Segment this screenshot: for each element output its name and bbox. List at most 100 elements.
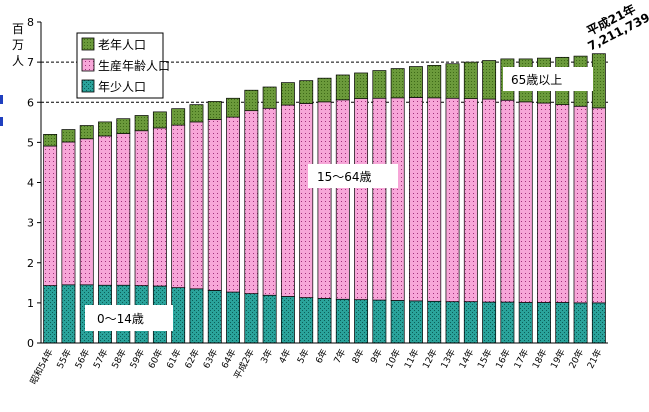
band-label-work: 15～64歳 — [308, 164, 398, 188]
y-tick-label: 8 — [27, 16, 34, 29]
y-axis-title-char: 万 — [12, 38, 24, 52]
x-tick-label: 12年 — [420, 347, 440, 371]
bar-working-age — [555, 104, 570, 303]
bars — [43, 53, 606, 344]
bar-young — [317, 298, 332, 344]
x-tick-label: 7年 — [331, 347, 349, 366]
bar-young — [409, 300, 423, 344]
bar-young — [171, 287, 186, 344]
legend-label-young: 年少人口 — [98, 80, 146, 94]
bar-young — [43, 285, 58, 344]
left-edge-marker — [0, 117, 3, 126]
bar-working-age — [98, 135, 112, 286]
x-tick-label: 3年 — [258, 347, 276, 366]
bar-working-age — [43, 145, 58, 286]
bar-elderly — [79, 125, 94, 140]
bar-elderly — [189, 104, 204, 123]
bar-elderly — [591, 53, 606, 109]
bar-working-age — [390, 97, 405, 301]
bar-working-age — [134, 130, 149, 286]
legend-swatch-work — [81, 58, 95, 72]
y-axis: 0 1 2 3 4 5 6 7 8 — [27, 16, 42, 350]
bar-elderly — [244, 89, 259, 112]
legend: 老年人口 生産年齢人口 年少人口 — [76, 32, 170, 99]
bar-working-age — [116, 133, 131, 286]
bar-elderly — [317, 77, 332, 103]
bar-elderly — [372, 70, 387, 99]
x-tick-label: 10年 — [383, 347, 403, 371]
x-tick-label: 57年 — [90, 347, 110, 371]
bar-elderly — [43, 134, 58, 147]
bar-young — [482, 301, 497, 344]
bar-elderly — [98, 121, 112, 137]
bar-young — [189, 288, 204, 344]
y-axis-title: 百 万 人 — [12, 22, 24, 68]
bar-young — [207, 290, 222, 344]
y-tick-label: 2 — [27, 257, 34, 270]
bar-young — [537, 302, 551, 344]
bar-working-age — [226, 116, 240, 293]
x-tick-label: 13年 — [438, 347, 458, 371]
x-tick-label: 4年 — [276, 347, 294, 366]
bar-elderly — [299, 80, 314, 104]
band-label-old: 65歳以上 — [503, 67, 593, 91]
bar-young — [555, 302, 570, 344]
bar-elderly — [354, 72, 369, 99]
bar-young — [427, 300, 442, 344]
bar-elderly — [134, 115, 149, 132]
bar-working-age — [518, 101, 533, 303]
bar-young — [500, 301, 515, 344]
bar-young — [226, 291, 240, 344]
bar-young — [518, 302, 533, 344]
svg-text:65歳以上: 65歳以上 — [511, 73, 562, 87]
bar-elderly — [116, 118, 131, 134]
legend-swatch-young — [81, 79, 95, 93]
x-tick-label: 21年 — [584, 347, 604, 371]
y-tick-label: 0 — [27, 337, 34, 350]
bar-elderly — [445, 63, 460, 99]
bar-elderly — [61, 129, 76, 143]
bar-young — [280, 296, 295, 344]
bar-working-age — [317, 101, 332, 299]
bar-young — [354, 299, 369, 344]
x-tick-label: 19年 — [548, 347, 568, 371]
x-tick-label: 58年 — [109, 347, 129, 371]
y-tick-label: 5 — [27, 136, 34, 149]
bar-working-age — [244, 110, 259, 295]
y-tick-label: 7 — [27, 56, 34, 69]
bar-working-age — [61, 141, 76, 286]
left-edge-marker — [0, 95, 3, 104]
bar-elderly — [226, 97, 240, 118]
legend-label-work: 生産年齢人口 — [98, 58, 170, 73]
bar-elderly — [390, 68, 405, 99]
bar-elderly — [152, 111, 167, 129]
bar-young — [299, 297, 314, 344]
bar-young — [591, 302, 606, 344]
bar-working-age — [189, 121, 204, 290]
bar-young — [244, 293, 259, 344]
svg-text:15～64歳: 15～64歳 — [317, 170, 372, 184]
bar-working-age — [427, 97, 442, 302]
bar-working-age — [207, 119, 222, 291]
bar-working-age — [591, 107, 606, 304]
x-tick-label: 8年 — [349, 347, 367, 366]
x-tick-label: 63年 — [200, 347, 220, 371]
bar-working-age — [335, 99, 350, 300]
bar-young — [445, 301, 460, 344]
bar-working-age — [280, 104, 295, 297]
y-tick-label: 4 — [27, 177, 34, 190]
x-tick-label: 6年 — [313, 347, 331, 366]
bar-working-age — [500, 99, 515, 303]
x-tick-label: 59年 — [127, 347, 147, 371]
x-tick-label: 20年 — [566, 347, 586, 371]
bar-elderly — [262, 86, 277, 109]
x-tick-label: 56年 — [72, 347, 92, 371]
bar-young — [573, 302, 588, 344]
x-tick-label: 18年 — [529, 347, 549, 371]
bar-young — [61, 284, 76, 344]
x-tick-label: 9年 — [368, 347, 386, 366]
bar-elderly — [427, 64, 442, 99]
bar-working-age — [152, 127, 167, 287]
bar-elderly — [280, 82, 295, 106]
bar-working-age — [171, 124, 186, 288]
